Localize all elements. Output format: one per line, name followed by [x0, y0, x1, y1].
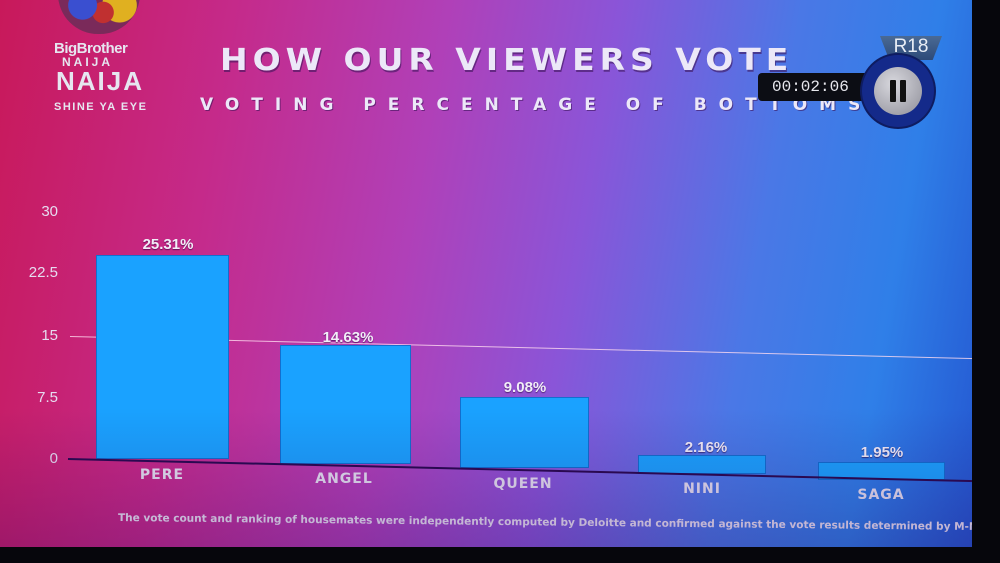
category-label-angel: ANGEL [315, 471, 373, 487]
y-tick-30: 30 [41, 203, 58, 220]
logo-eye-graphic [58, 0, 140, 34]
y-tick-22-5: 22.5 [28, 264, 58, 281]
bar-queen [460, 397, 589, 468]
bar-saga [818, 462, 945, 480]
value-label-saga: 1.95% [860, 444, 904, 461]
y-tick-7-5: 7.5 [37, 389, 58, 406]
tv-bezel-right [972, 0, 1000, 563]
value-label-nini: 2.16% [684, 439, 728, 456]
category-label-nini: NINI [683, 481, 721, 497]
age-rating-badge: R18 [880, 36, 942, 60]
tv-bezel-bottom [0, 547, 1000, 563]
category-label-pere: PERE [139, 467, 185, 483]
bar-nini [638, 455, 766, 474]
value-label-pere: 25.31% [142, 236, 194, 253]
value-label-queen: 9.08% [503, 379, 547, 396]
y-tick-15: 15 [41, 327, 58, 344]
logo-text-naija-small: NAIJA [62, 55, 114, 69]
playback-timer: 00:02:06 [758, 73, 868, 101]
logo-text-naija: NAIJA [56, 66, 145, 96]
bar-pere [96, 255, 229, 459]
logo-tagline: SHINE YA EYE [54, 101, 148, 113]
bbnaija-logo: BigBrother NAIJA NAIJA SHINE YA EYE [52, 0, 152, 120]
pause-button[interactable] [862, 55, 934, 127]
y-tick-0: 0 [49, 450, 58, 467]
value-label-angel: 14.63% [322, 329, 374, 346]
deloitte-disclaimer: The vote count and ranking of housemates… [117, 512, 975, 534]
category-label-queen: QUEEN [493, 476, 553, 492]
tv-screen: BigBrother NAIJA NAIJA SHINE YA EYE HOW … [0, 0, 975, 548]
chart-title: HOW OUR VIEWERS VOTE [220, 41, 794, 78]
logo-text-bigbrother: BigBrother [54, 40, 128, 57]
bar-angel [280, 345, 411, 464]
chart-subtitle: VOTING PERCENTAGE OF BOTTOMS [200, 95, 873, 115]
pause-icon[interactable] [874, 67, 922, 115]
category-label-saga: SAGA [857, 487, 905, 503]
